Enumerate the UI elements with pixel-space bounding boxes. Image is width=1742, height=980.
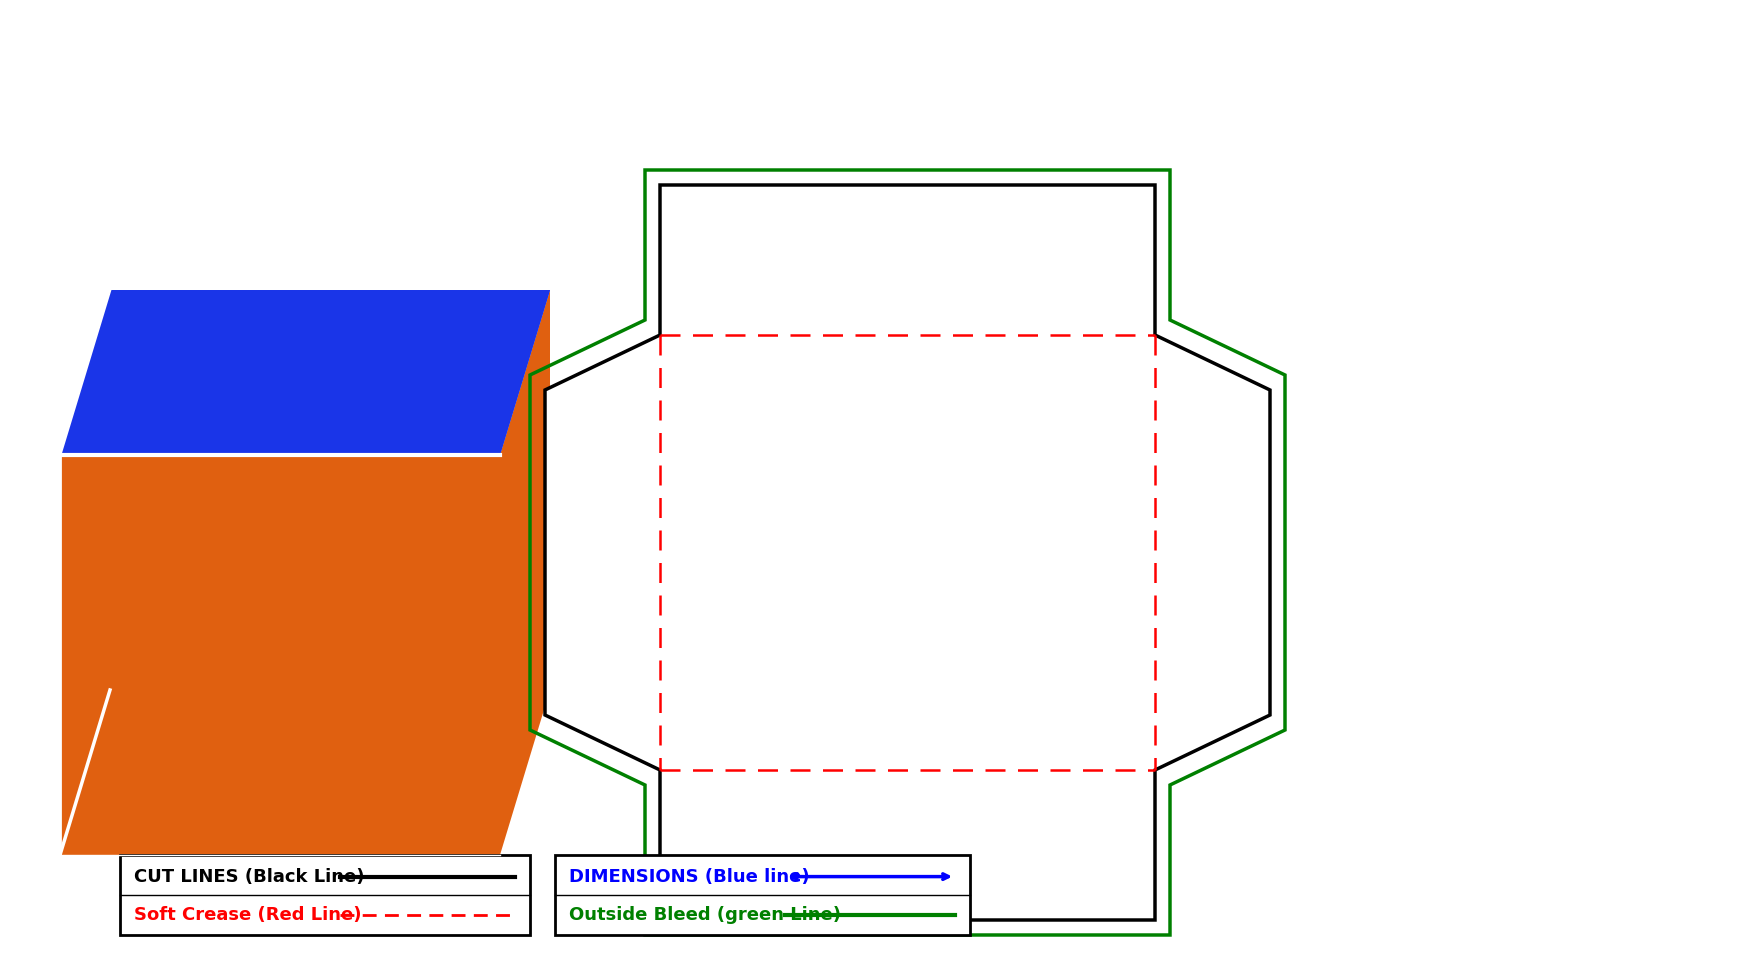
Polygon shape	[59, 290, 550, 455]
Polygon shape	[59, 455, 500, 855]
Bar	[556, 855, 970, 935]
Polygon shape	[59, 455, 500, 855]
Polygon shape	[500, 290, 550, 855]
Text: CUT LINES (Black Line): CUT LINES (Black Line)	[134, 867, 364, 886]
Text: Outside Bleed (green Line): Outside Bleed (green Line)	[570, 906, 841, 924]
Polygon shape	[59, 290, 550, 455]
Polygon shape	[59, 290, 110, 855]
Text: DIMENSIONS (Blue line): DIMENSIONS (Blue line)	[570, 867, 810, 886]
Bar	[120, 855, 530, 935]
Polygon shape	[545, 185, 1270, 920]
Text: Soft Crease (Red Line): Soft Crease (Red Line)	[134, 906, 362, 924]
